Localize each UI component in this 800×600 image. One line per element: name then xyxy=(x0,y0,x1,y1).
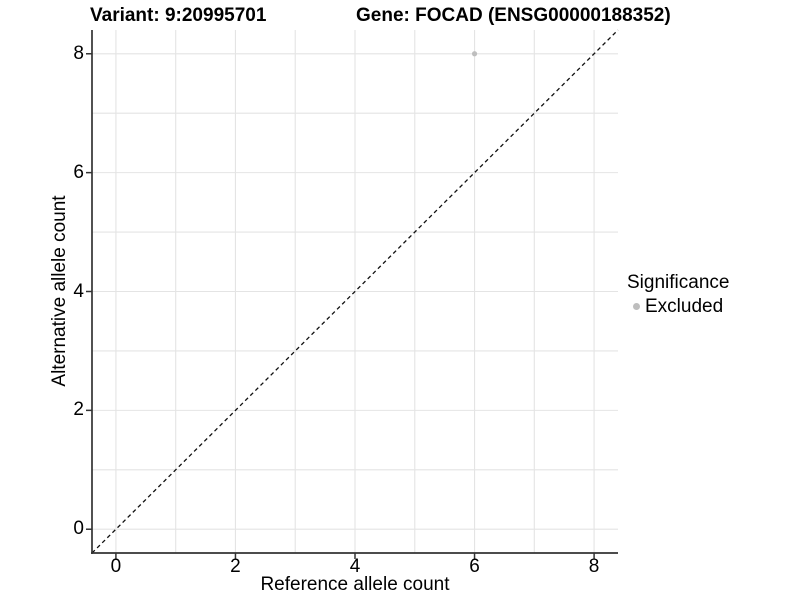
y-tick-label: 4 xyxy=(73,280,84,302)
y-tick-label: 8 xyxy=(73,42,84,64)
y-tick-label: 2 xyxy=(73,399,84,421)
y-tick-label: 0 xyxy=(73,518,84,540)
plot-canvas xyxy=(86,29,619,559)
plot-title-gene: Gene: FOCAD (ENSG00000188352) xyxy=(356,5,671,26)
x-tick-label: 4 xyxy=(349,556,361,577)
legend-item: Excluded xyxy=(627,295,729,318)
y-tick-label: 6 xyxy=(73,161,84,183)
legend: Significance Excluded xyxy=(627,271,729,318)
legend-item-label: Excluded xyxy=(645,296,724,317)
plot-panel xyxy=(86,29,619,559)
legend-items: Excluded xyxy=(627,295,729,318)
plot-title-variant: Variant: 9:20995701 xyxy=(90,5,267,26)
legend-title: Significance xyxy=(627,272,730,293)
x-tick-label: 0 xyxy=(110,556,122,577)
x-tick-label: 2 xyxy=(230,556,241,577)
x-tick-label: 6 xyxy=(469,556,480,577)
data-point xyxy=(471,51,478,57)
identity-dashed-line xyxy=(91,29,619,554)
x-tick-label: 8 xyxy=(588,556,600,577)
x-axis-title: Reference allele count xyxy=(260,574,450,595)
legend-marker-circle-icon xyxy=(633,303,640,310)
